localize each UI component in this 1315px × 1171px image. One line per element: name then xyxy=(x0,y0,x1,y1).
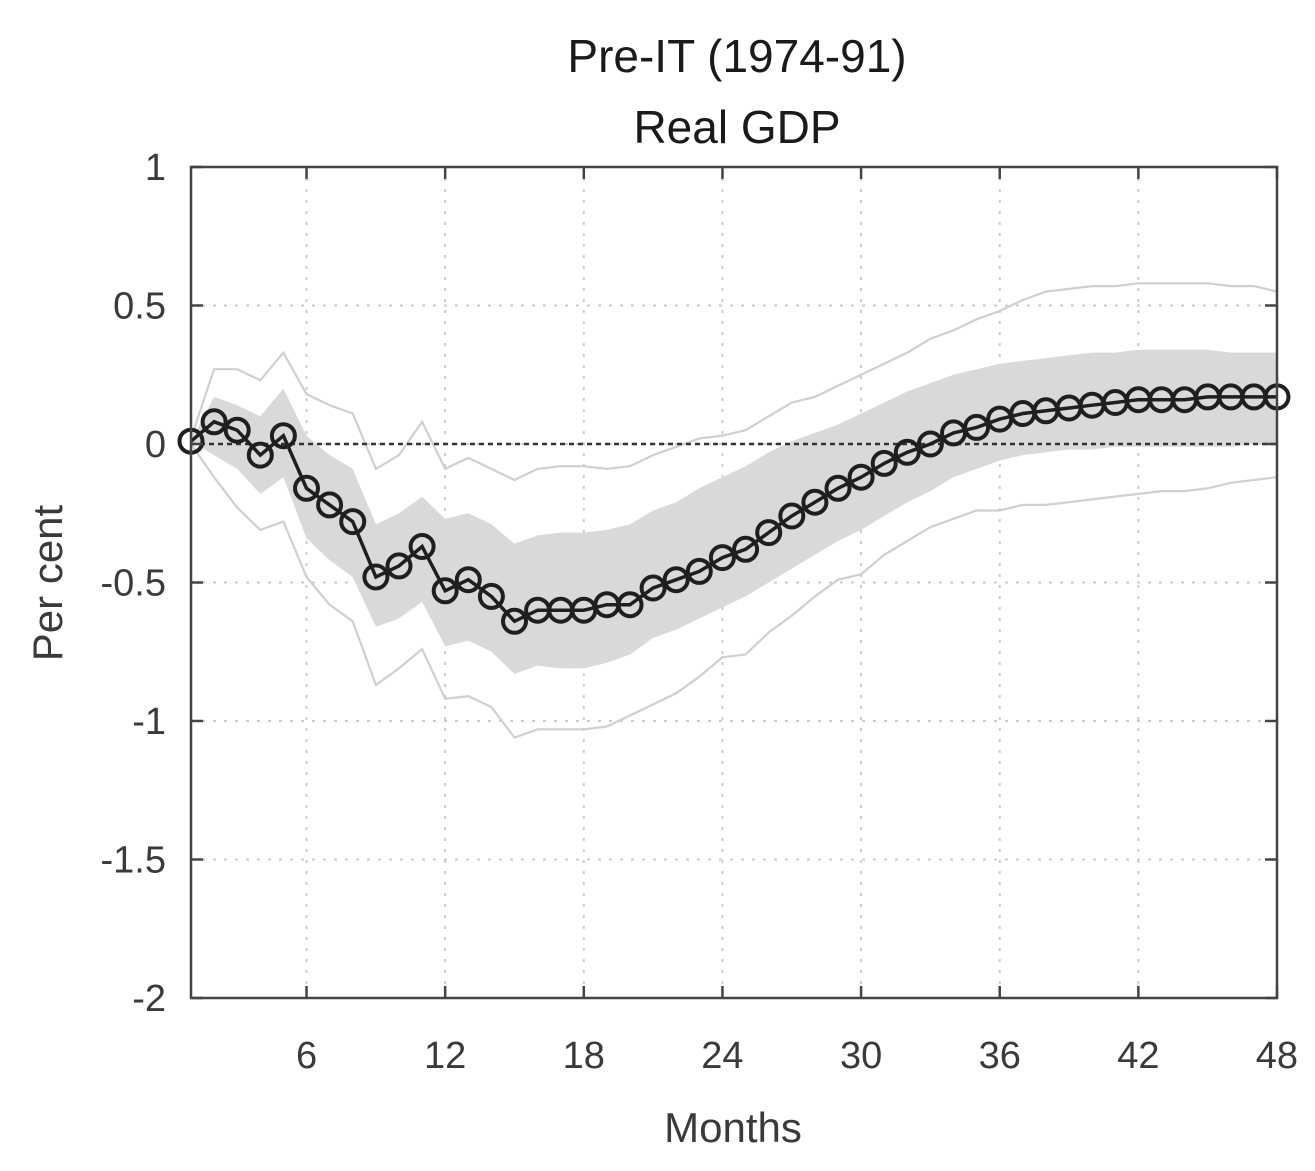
data-point-23 xyxy=(685,557,713,585)
data-point-3 xyxy=(223,416,251,444)
chart-subtitle: Real GDP xyxy=(633,101,840,153)
data-point-5 xyxy=(269,422,297,450)
data-point-33 xyxy=(916,430,944,458)
y-tick-label-4: -1 xyxy=(132,701,166,743)
data-point-21 xyxy=(639,574,667,602)
x-tick-label-4: 30 xyxy=(840,1035,882,1077)
data-point-31 xyxy=(870,449,898,477)
data-point-26 xyxy=(755,519,783,547)
x-tick-label-3: 24 xyxy=(701,1035,743,1077)
outer-band-upper-line xyxy=(189,282,1278,482)
x-tick-label-1: 12 xyxy=(424,1035,466,1077)
data-point-4 xyxy=(246,441,274,469)
point-estimate-series xyxy=(177,383,1291,635)
x-tick-label-2: 18 xyxy=(563,1035,605,1077)
data-point-11 xyxy=(408,533,436,560)
data-point-7 xyxy=(316,491,344,519)
data-point-14 xyxy=(477,582,505,610)
data-point-29 xyxy=(824,474,852,502)
x-tick-label-7: 48 xyxy=(1256,1035,1298,1077)
data-point-2 xyxy=(200,408,228,436)
x-tick-label-0: 6 xyxy=(296,1035,317,1077)
outer-band-lower-line xyxy=(190,443,1278,739)
data-point-35 xyxy=(963,413,991,441)
x-axis-label: Months xyxy=(664,1104,802,1151)
y-axis-label: Per cent xyxy=(24,504,71,661)
x-tick-label-5: 36 xyxy=(979,1035,1021,1077)
data-point-8 xyxy=(339,508,367,536)
data-point-32 xyxy=(893,438,921,466)
data-point-10 xyxy=(385,552,413,580)
data-point-24 xyxy=(708,544,736,572)
y-tick-label-6: -2 xyxy=(132,978,166,1020)
data-point-30 xyxy=(847,463,875,491)
data-point-25 xyxy=(732,535,760,563)
data-point-12 xyxy=(431,577,459,605)
data-point-9 xyxy=(362,563,390,591)
data-point-6 xyxy=(293,474,320,502)
data-point-28 xyxy=(801,488,829,516)
y-tick-label-0: 1 xyxy=(145,147,166,189)
y-tick-label-2: 0 xyxy=(145,424,166,466)
chart-title: Pre-IT (1974-91) xyxy=(567,30,906,82)
y-tick-label-3: -0.5 xyxy=(101,563,166,605)
data-point-27 xyxy=(778,502,806,530)
data-point-13 xyxy=(454,566,482,594)
y-tick-label-5: -1.5 xyxy=(101,840,166,882)
data-point-20 xyxy=(616,591,644,619)
axis-ticks: 6 12 18 24 30 36 42 48 1 0.5 0 -0.5 -1 -1.5 -2 xyxy=(101,147,1298,1077)
y-tick-label-1: 0.5 xyxy=(113,286,166,328)
x-tick-label-6: 42 xyxy=(1117,1035,1159,1077)
data-point-22 xyxy=(662,566,690,594)
data-point-15 xyxy=(501,607,528,635)
